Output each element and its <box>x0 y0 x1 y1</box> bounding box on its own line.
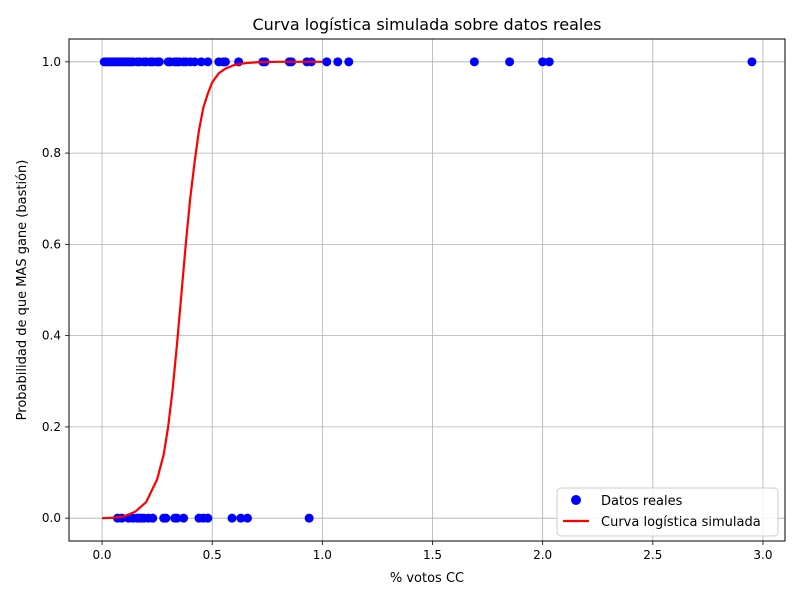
x-axis-label: % votos CC <box>390 571 464 586</box>
data-point <box>344 57 354 67</box>
y-tick-label: 1.0 <box>42 55 61 69</box>
data-point <box>544 57 554 67</box>
y-tick-label: 0.0 <box>42 511 61 525</box>
y-axis-label: Probabilidad de que MAS gane (bastión) <box>15 160 30 421</box>
legend: Datos reales Curva logística simulada <box>556 487 779 537</box>
legend-label-line: Curva logística simulada <box>601 515 761 530</box>
data-point <box>333 57 343 67</box>
data-point <box>304 513 314 523</box>
data-point <box>154 57 164 67</box>
x-tick-label: 0.0 <box>92 548 111 562</box>
y-tick-label: 0.2 <box>42 420 61 434</box>
legend-marker-scatter <box>571 495 581 505</box>
data-point <box>505 57 515 67</box>
data-point <box>538 57 548 67</box>
y-tick-label: 0.6 <box>42 237 61 251</box>
series-layer <box>99 57 757 523</box>
data-point <box>242 513 252 523</box>
data-point <box>190 57 200 67</box>
x-tick-label: 2.0 <box>533 548 552 562</box>
chart-title: Curva logística simulada sobre datos rea… <box>252 15 601 34</box>
data-point <box>161 513 171 523</box>
data-point <box>179 513 189 523</box>
x-tick-label: 1.0 <box>313 548 332 562</box>
data-point <box>203 513 213 523</box>
legend-label-scatter: Datos reales <box>601 494 683 509</box>
data-point <box>172 513 182 523</box>
data-point <box>236 513 246 523</box>
y-tick-label: 0.4 <box>42 329 61 343</box>
data-point <box>220 57 230 67</box>
grid-lines <box>69 39 785 541</box>
data-point <box>227 513 237 523</box>
data-point <box>203 57 213 67</box>
data-point <box>196 57 206 67</box>
axis-ticks: 0.0 0.5 1.0 1.5 2.0 2.5 3.0 0.0 0.2 0.4 0.6 0.8 1.0 <box>42 55 773 562</box>
x-tick-label: 1.5 <box>423 548 442 562</box>
data-point <box>148 513 158 523</box>
data-point <box>747 57 757 67</box>
data-point <box>322 57 332 67</box>
data-point <box>469 57 479 67</box>
plot-frame <box>68 38 786 542</box>
x-tick-label: 0.5 <box>203 548 222 562</box>
x-tick-label: 3.0 <box>753 548 772 562</box>
x-tick-label: 2.5 <box>643 548 662 562</box>
logistic-curve-line <box>102 60 323 520</box>
legend-frame <box>556 487 779 537</box>
y-tick-label: 0.8 <box>42 146 61 160</box>
